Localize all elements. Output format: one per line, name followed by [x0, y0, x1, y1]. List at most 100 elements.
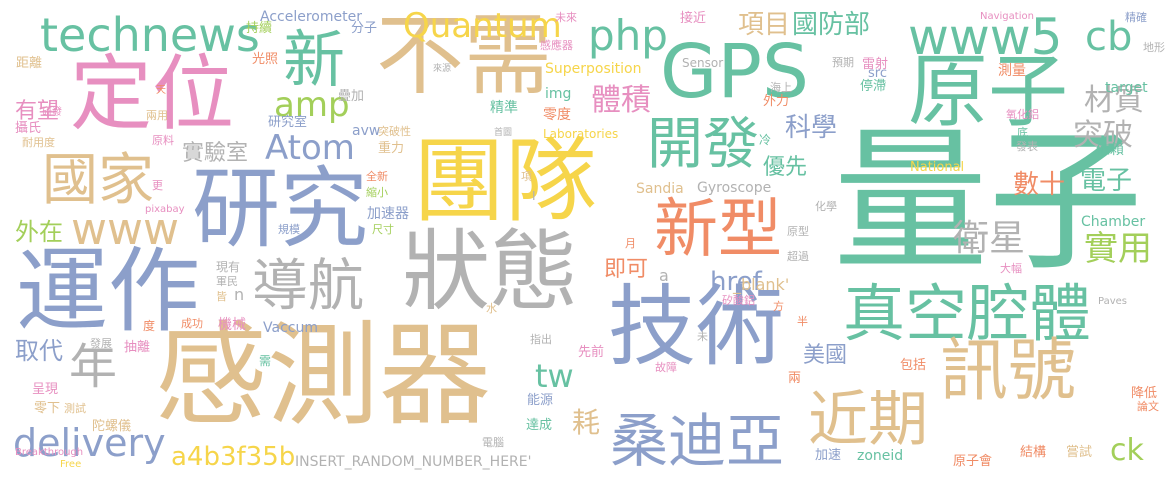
cloud-word: zoneid	[857, 448, 904, 464]
cloud-word: 天	[156, 85, 166, 96]
cloud-word: 測試	[64, 402, 86, 415]
cloud-word: 達成	[526, 418, 553, 433]
cloud-word: 方	[773, 300, 784, 313]
cloud-word: 即可	[604, 257, 649, 282]
cloud-word: 陀螺儀	[92, 419, 132, 434]
cloud-word: 更	[152, 179, 163, 192]
cloud-word: 新	[283, 23, 346, 96]
cloud-word: Free	[60, 459, 82, 470]
cloud-word: 重力	[378, 141, 405, 156]
cloud-word: 原子	[908, 45, 1068, 138]
cloud-word: ck	[1110, 433, 1144, 468]
cloud-word: 不需	[376, 4, 553, 107]
cloud-word: img	[545, 86, 572, 102]
cloud-word: 突破性	[378, 125, 411, 138]
cloud-word: 大幅	[1000, 262, 1022, 275]
cloud-word: Navigation	[980, 11, 1034, 22]
cloud-word: 研發	[42, 107, 62, 118]
cloud-word: 月	[625, 237, 636, 250]
cloud-word: 尺寸	[372, 223, 394, 236]
cloud-word: 包括	[900, 358, 927, 373]
cloud-word: 分子	[351, 21, 378, 36]
cloud-word: technews	[40, 8, 260, 62]
cloud-word: 底	[1017, 126, 1028, 139]
cloud-word: Atom	[265, 128, 355, 168]
cloud-word: a4b3f35b	[171, 442, 296, 472]
cloud-word: 機械	[218, 317, 246, 333]
cloud-word: 現有	[216, 260, 241, 274]
cloud-word: 近期	[808, 385, 928, 455]
cloud-word: 有望	[15, 99, 60, 124]
cloud-word: 發展	[90, 337, 112, 350]
cloud-word: 導航	[252, 254, 364, 319]
cloud-word: 年	[69, 339, 118, 395]
cloud-word: 精準	[490, 100, 518, 116]
cloud-word: 呈現	[32, 382, 59, 397]
cloud-word: 項目	[738, 10, 791, 40]
cloud-word: Vaccum	[263, 320, 318, 336]
cloud-word: 實驗室	[182, 141, 249, 166]
cloud-word: 水	[486, 302, 497, 315]
cloud-word: 訊號	[940, 332, 1077, 411]
cloud-word: php	[588, 11, 668, 60]
cloud-word: 指出	[530, 333, 552, 346]
cloud-word: Laboratories	[543, 127, 619, 141]
cloud-word: 成功	[181, 317, 203, 330]
cloud-word: 半	[797, 315, 808, 328]
cloud-word: 衛星	[953, 218, 1026, 259]
cloud-word: 原子會	[953, 454, 993, 469]
cloud-word: 定位	[70, 47, 235, 142]
cloud-word: 光照	[252, 52, 279, 67]
cloud-word: 兩	[788, 371, 802, 386]
cloud-word: 預期	[832, 56, 854, 69]
cloud-word: delivery	[13, 421, 166, 465]
cloud-word: Accelerometer	[260, 9, 362, 25]
cloud-word: 材質	[1084, 83, 1144, 118]
cloud-word: GPS	[660, 29, 809, 115]
cloud-word: 研究	[192, 157, 369, 260]
cloud-word: 電子	[1080, 166, 1133, 196]
cloud-word: I	[532, 189, 536, 203]
cloud-word: 感應器	[540, 39, 573, 52]
cloud-word: 項	[521, 170, 532, 183]
cloud-word: 開發	[647, 112, 759, 177]
cloud-word: 疊加	[338, 89, 365, 104]
cloud-word: 美國	[803, 343, 848, 368]
cloud-word: amp	[274, 85, 350, 125]
cloud-word: Quantum	[403, 6, 562, 46]
cloud-word: 感測器	[155, 311, 491, 441]
cloud-word: 精確	[1125, 11, 1147, 24]
cloud-word: a	[659, 266, 669, 285]
cloud-word: avw	[352, 123, 381, 139]
cloud-word: target	[1105, 80, 1148, 96]
cloud-word: 原料	[152, 134, 174, 147]
cloud-word: 海上	[770, 81, 792, 94]
cloud-word: 耐用度	[22, 136, 55, 149]
cloud-word: 依賴	[1096, 142, 1124, 158]
cloud-word: cb	[1085, 14, 1133, 60]
cloud-word: 外在	[15, 218, 63, 246]
cloud-word: 體積	[591, 83, 651, 118]
cloud-word: 狀態	[402, 220, 579, 323]
cloud-word: www5	[908, 8, 1063, 66]
cloud-word: INSERT_RANDOM_NUMBER_HERE'	[295, 454, 532, 470]
cloud-word: 技術	[608, 275, 785, 378]
cloud-word: 真空腔體	[843, 277, 1092, 350]
cloud-word: 優先	[763, 155, 808, 180]
cloud-word: 原型	[787, 225, 809, 238]
cloud-word: 矽酸鋁	[722, 294, 755, 307]
cloud-word: 化學	[815, 200, 837, 213]
cloud-word: 測量	[998, 63, 1026, 79]
cloud-word: 故障	[655, 361, 677, 374]
cloud-word: 抽離	[124, 340, 151, 355]
cloud-word: 地形	[1143, 41, 1165, 54]
cloud-word: 持續	[246, 21, 273, 36]
cloud-word: 軍民	[216, 275, 238, 288]
cloud-word: 新型	[654, 193, 782, 267]
cloud-word: 縮小	[366, 186, 388, 199]
cloud-word: 規模	[278, 223, 300, 236]
cloud-word: 未	[697, 330, 708, 343]
cloud-word: href	[710, 267, 762, 297]
cloud-word: 零度	[543, 107, 571, 123]
